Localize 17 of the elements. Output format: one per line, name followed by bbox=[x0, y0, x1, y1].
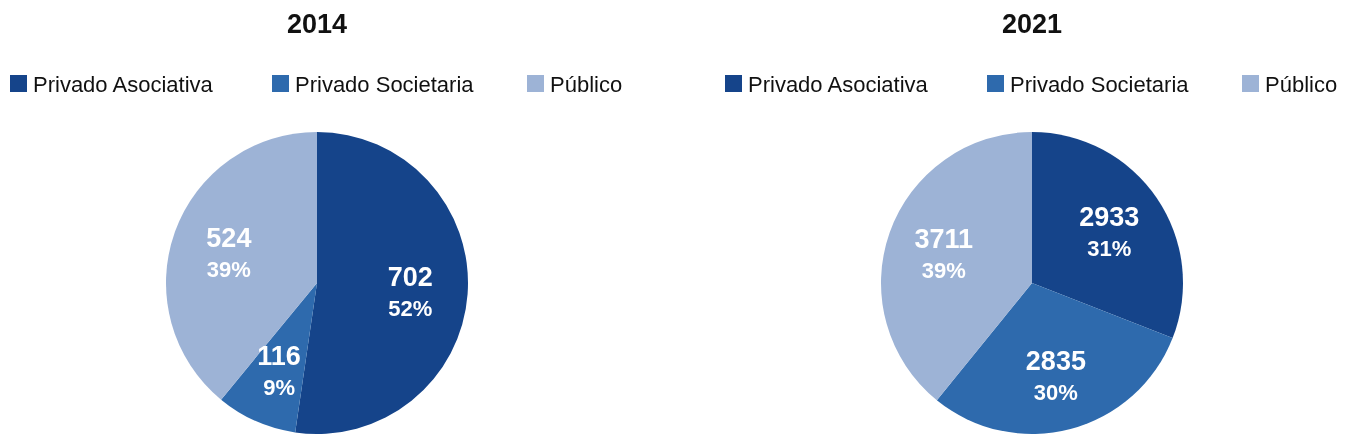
pie-slice bbox=[936, 283, 1173, 434]
data-label: 2835 30% bbox=[1025, 345, 1086, 405]
chart-title: 2021 bbox=[1001, 9, 1063, 39]
legend-label: Privado Asociativa bbox=[748, 72, 929, 97]
data-label: 3711 39% bbox=[914, 223, 974, 283]
pie-slice bbox=[1032, 132, 1183, 339]
legend-label: Privado Asociativa bbox=[33, 72, 214, 97]
chart-title: 2014 bbox=[286, 9, 348, 39]
legend-label: Privado Societaria bbox=[295, 72, 475, 97]
data-label: 2933 31% bbox=[1079, 202, 1140, 262]
legend-label: Privado Societaria bbox=[1010, 72, 1190, 97]
data-label: 116 9% bbox=[257, 340, 301, 400]
data-label: 524 39% bbox=[206, 223, 252, 283]
data-label: 702 52% bbox=[387, 261, 433, 321]
pie-slice bbox=[166, 132, 317, 400]
legend-label: Público bbox=[550, 72, 623, 97]
legend-label: Público bbox=[1265, 72, 1338, 97]
